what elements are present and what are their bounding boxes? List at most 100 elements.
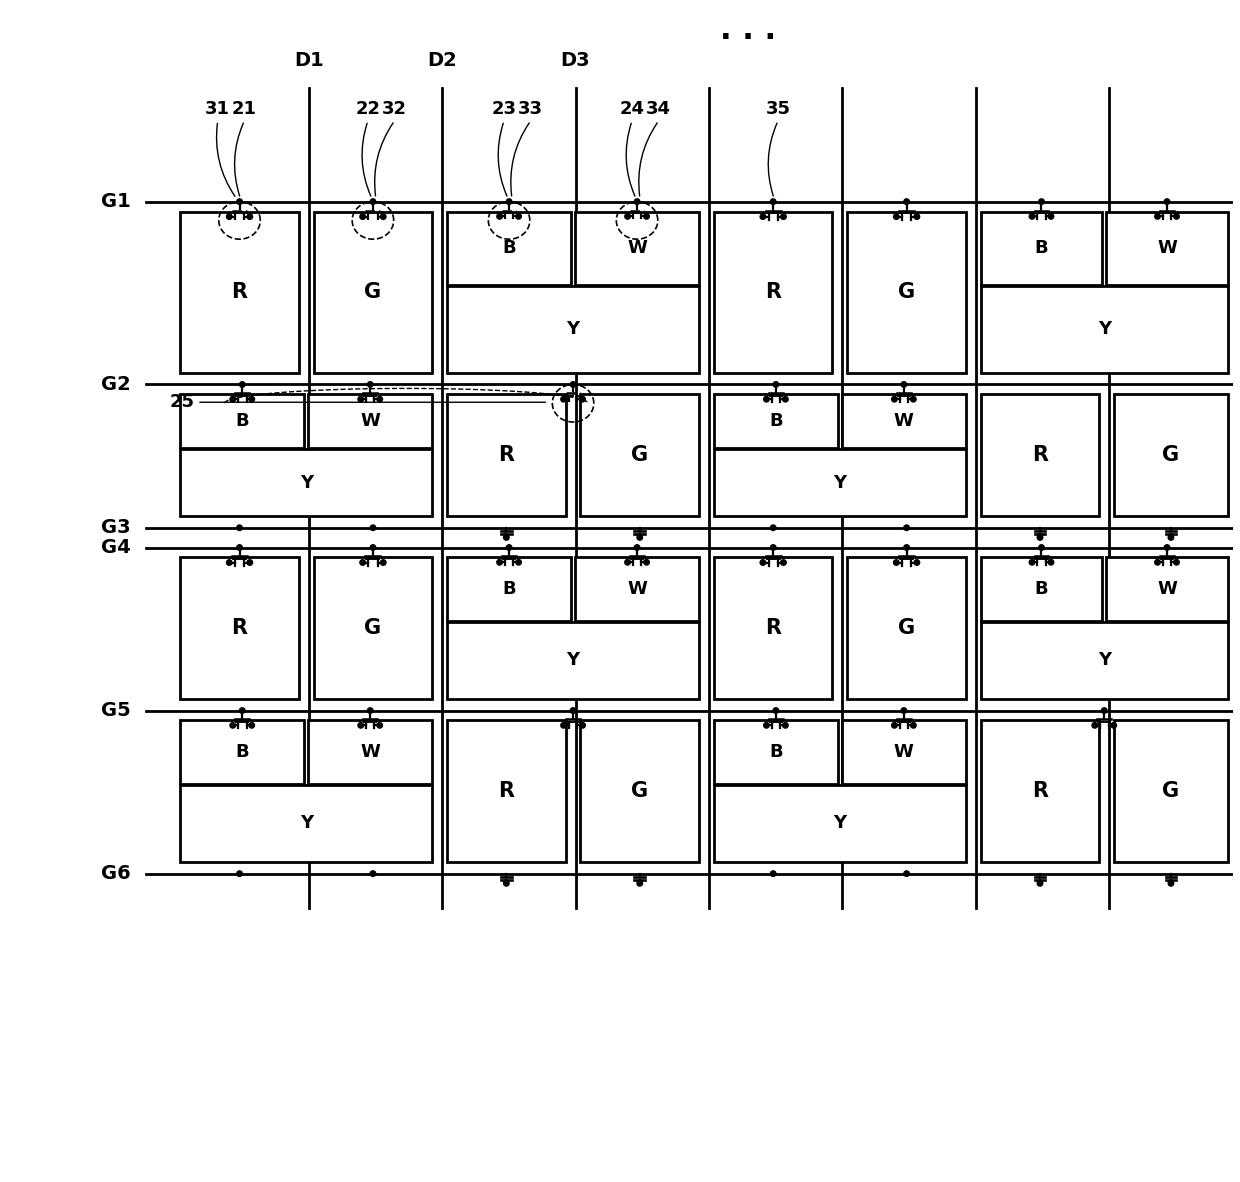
Text: R: R <box>498 781 515 801</box>
Bar <box>575 212 699 285</box>
Circle shape <box>1101 708 1107 714</box>
Circle shape <box>239 708 246 714</box>
Text: 34: 34 <box>646 99 671 118</box>
Circle shape <box>560 722 567 728</box>
Circle shape <box>506 545 512 551</box>
Circle shape <box>904 525 909 531</box>
Text: 23: 23 <box>491 99 517 118</box>
Circle shape <box>1168 881 1174 886</box>
Circle shape <box>227 560 232 565</box>
Circle shape <box>227 214 232 220</box>
Bar <box>1114 721 1228 862</box>
Circle shape <box>910 396 916 402</box>
Circle shape <box>1037 881 1043 886</box>
Circle shape <box>914 214 920 220</box>
Bar <box>180 212 299 372</box>
Text: D2: D2 <box>428 51 458 70</box>
Circle shape <box>635 545 640 551</box>
Bar <box>580 721 699 862</box>
Bar <box>981 286 1228 372</box>
Bar <box>448 395 565 515</box>
Bar <box>714 785 966 862</box>
Circle shape <box>377 722 382 728</box>
Circle shape <box>1164 199 1169 204</box>
Text: Y: Y <box>567 651 579 669</box>
Circle shape <box>1154 559 1161 565</box>
Bar <box>714 212 832 372</box>
Bar <box>309 395 433 448</box>
Text: B: B <box>502 239 516 258</box>
Circle shape <box>901 708 906 714</box>
Text: D3: D3 <box>560 51 590 70</box>
Bar <box>842 395 966 448</box>
Text: B: B <box>502 580 516 598</box>
Circle shape <box>247 214 253 220</box>
Bar <box>575 558 699 622</box>
Circle shape <box>497 214 502 219</box>
Circle shape <box>516 559 521 565</box>
Bar <box>714 449 966 515</box>
Circle shape <box>249 722 254 728</box>
Text: G2: G2 <box>102 375 130 394</box>
Bar <box>1106 558 1228 622</box>
Circle shape <box>247 560 253 565</box>
Circle shape <box>516 214 521 219</box>
Circle shape <box>1092 722 1097 728</box>
Circle shape <box>644 559 650 565</box>
Circle shape <box>570 382 575 388</box>
Circle shape <box>764 722 769 728</box>
Circle shape <box>503 534 510 540</box>
Circle shape <box>781 560 786 565</box>
Circle shape <box>625 559 630 565</box>
Text: B: B <box>769 413 782 430</box>
Bar <box>981 622 1228 699</box>
Bar <box>981 558 1102 622</box>
Bar <box>180 721 304 784</box>
Bar <box>842 721 966 784</box>
Circle shape <box>371 545 376 551</box>
Circle shape <box>901 382 906 388</box>
Text: W: W <box>361 743 381 761</box>
Text: G: G <box>1162 781 1179 801</box>
Text: Y: Y <box>1097 651 1111 669</box>
Text: G: G <box>898 282 915 303</box>
Bar <box>180 395 304 448</box>
Circle shape <box>237 199 242 204</box>
Circle shape <box>229 722 236 728</box>
Text: G: G <box>365 282 382 303</box>
Text: R: R <box>765 618 781 638</box>
Bar <box>981 395 1100 515</box>
Circle shape <box>1168 534 1174 540</box>
Bar <box>180 785 433 862</box>
Bar <box>714 558 832 699</box>
Text: G: G <box>898 618 915 638</box>
Circle shape <box>1029 214 1034 219</box>
Text: G6: G6 <box>102 864 130 883</box>
Circle shape <box>782 722 789 728</box>
Circle shape <box>249 396 254 402</box>
Circle shape <box>904 545 909 551</box>
Bar <box>714 721 838 784</box>
Bar <box>180 449 433 515</box>
Bar <box>448 286 699 372</box>
Circle shape <box>381 214 386 220</box>
Circle shape <box>770 525 776 531</box>
Circle shape <box>892 722 898 728</box>
Text: W: W <box>627 239 647 258</box>
Text: 22: 22 <box>356 99 381 118</box>
Circle shape <box>644 214 650 219</box>
Text: G: G <box>1162 446 1179 465</box>
Text: G5: G5 <box>102 701 130 720</box>
Text: 21: 21 <box>232 99 257 118</box>
Circle shape <box>782 396 789 402</box>
Text: R: R <box>765 282 781 303</box>
Bar <box>847 212 966 372</box>
Circle shape <box>1039 199 1044 204</box>
Circle shape <box>635 199 640 204</box>
Circle shape <box>904 199 909 204</box>
Circle shape <box>1174 214 1179 219</box>
Text: R: R <box>1032 446 1048 465</box>
Circle shape <box>773 382 779 388</box>
Circle shape <box>894 214 899 220</box>
Bar <box>1114 395 1228 515</box>
